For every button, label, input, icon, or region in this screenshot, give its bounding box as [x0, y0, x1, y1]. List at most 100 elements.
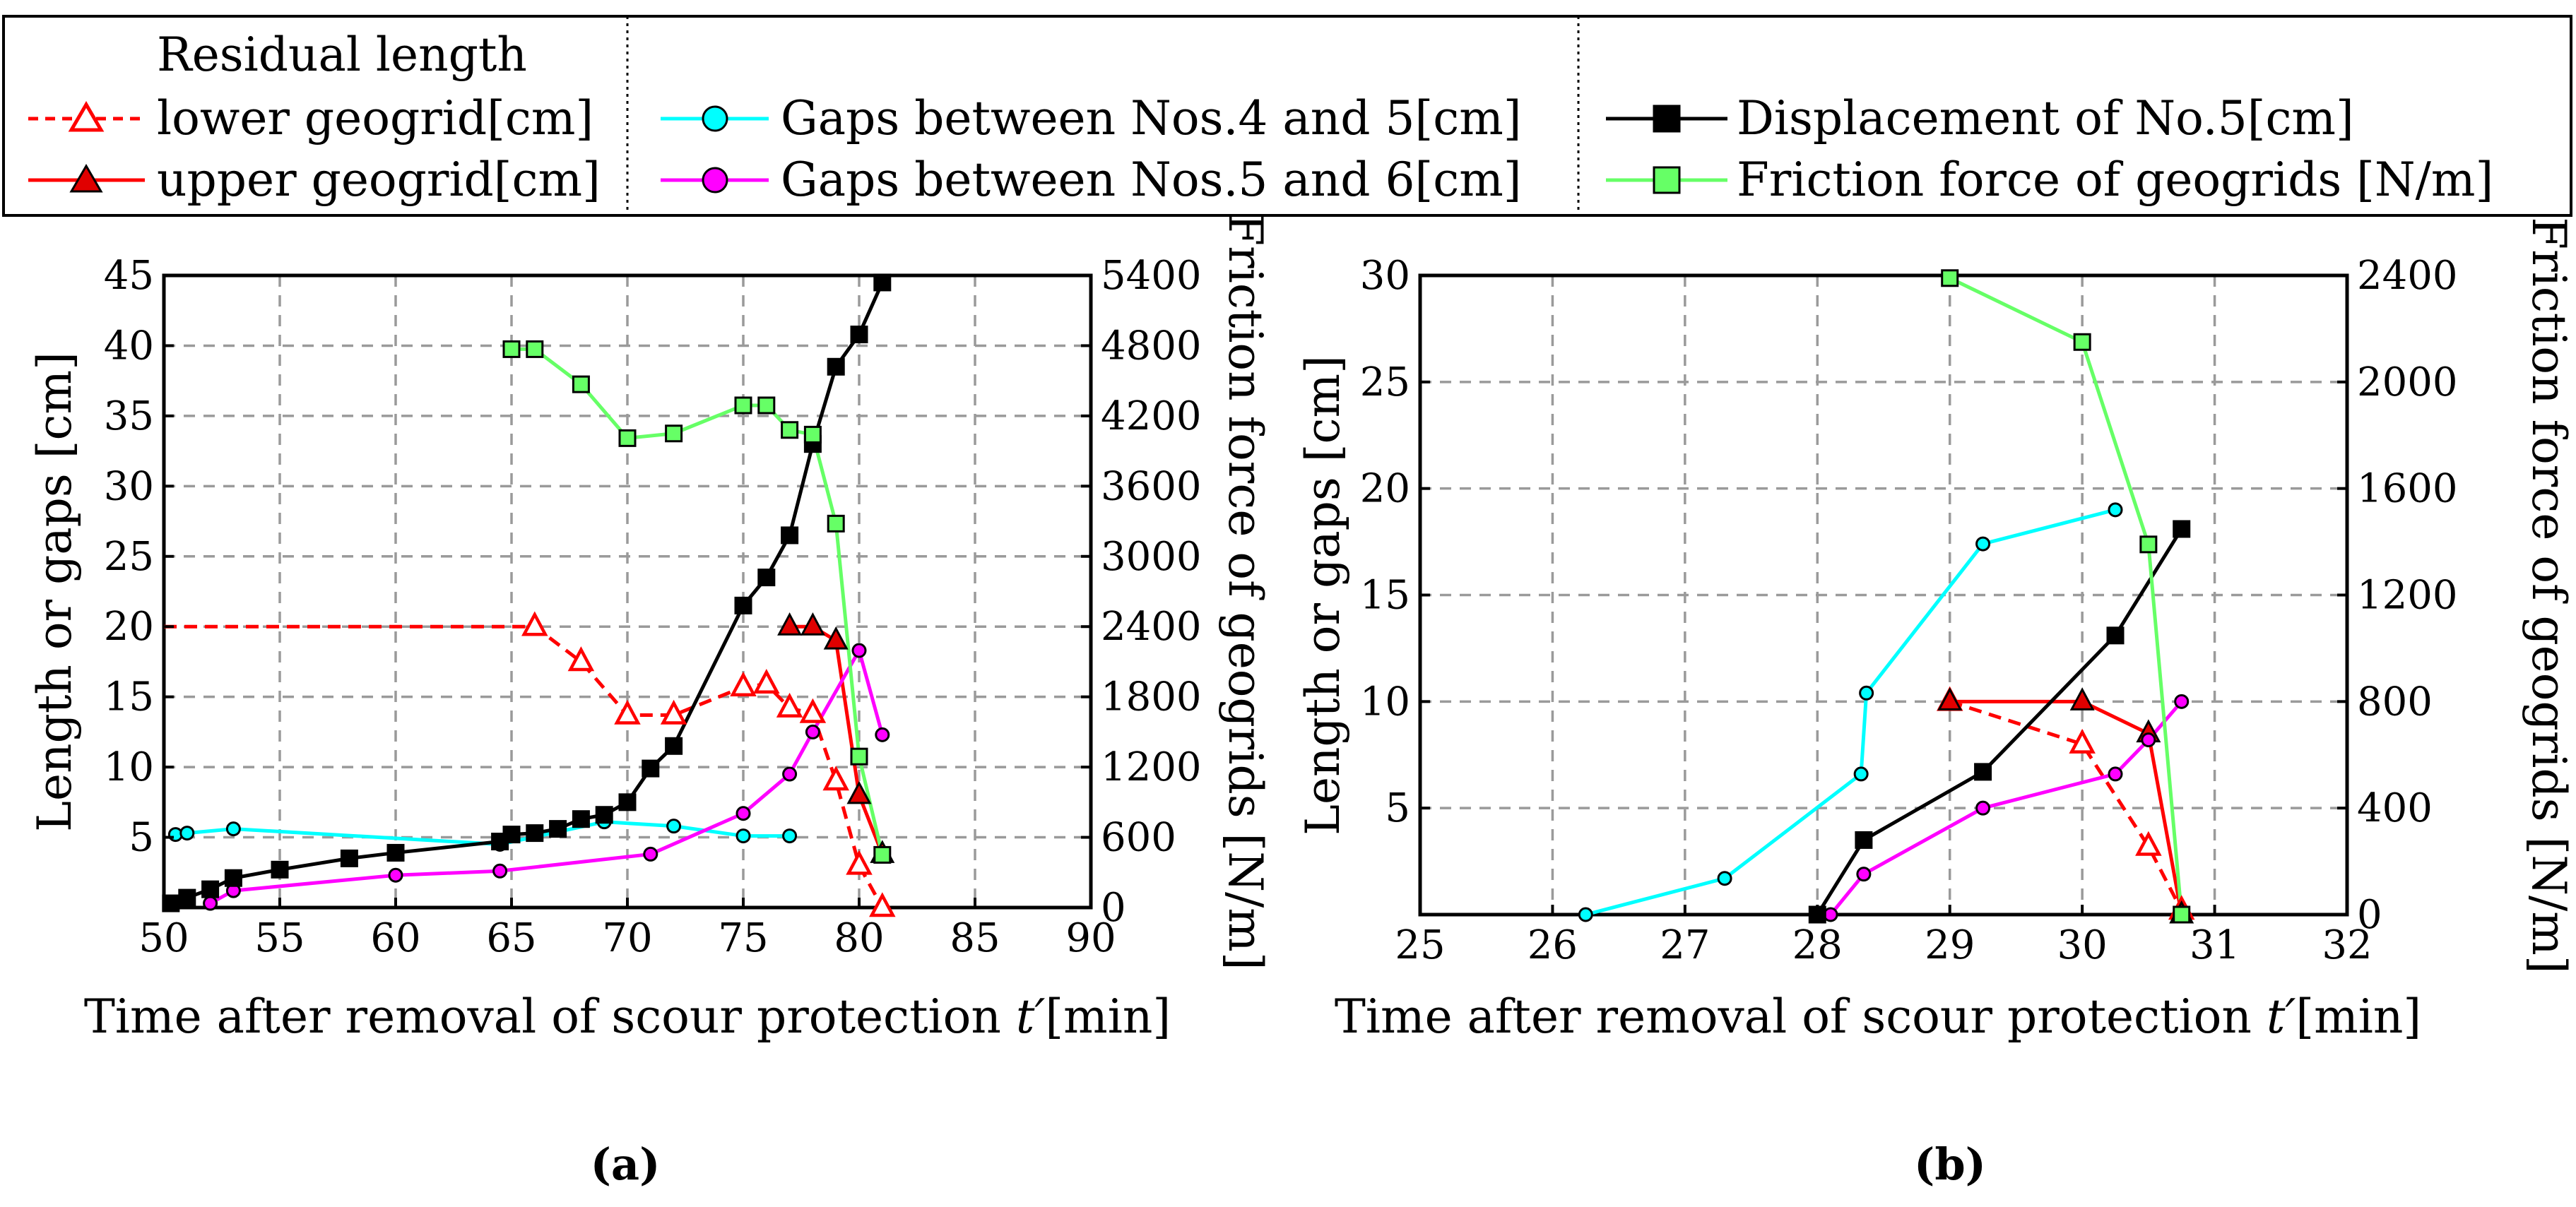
data-point-gap56 — [875, 727, 890, 742]
y2-tick-label: 4200 — [1101, 393, 1202, 439]
ticks-a: 50 55 60 65 70 75 80 85 90 5 10 15 20 25 30 35 40 45 0 600 1… — [104, 253, 1202, 961]
data-point-disp — [201, 880, 220, 898]
x-tick-label: 25 — [1395, 922, 1445, 968]
y-tick-label: 15 — [1360, 573, 1410, 619]
x-tick-label: 28 — [1792, 922, 1843, 968]
legend-swatch-lower-marker — [68, 101, 105, 132]
data-point-gap45 — [1859, 685, 1874, 701]
x-tick-label: 65 — [486, 915, 536, 961]
x-tick-label: 90 — [1065, 915, 1116, 961]
ticks-b: 25 26 27 28 29 30 31 32 5 10 15 20 25 30 0 400 800 1200 16… — [1360, 253, 2458, 968]
data-point-gap56 — [643, 846, 658, 862]
y-tick-label: 5 — [1385, 785, 1410, 831]
x-tick-label: 80 — [834, 915, 884, 961]
series-line-gap45 — [1585, 508, 2116, 917]
y-tick-label: 15 — [104, 674, 154, 720]
legend-label-gap45: Gaps between Nos.4 and 5[cm] — [781, 91, 1522, 145]
data-point-disp — [386, 843, 405, 862]
data-point-disp — [734, 596, 752, 614]
y2-tick-label: 1800 — [1101, 674, 1202, 720]
chart-panel-a: 50 55 60 65 70 75 80 85 90 5 10 15 20 25 30 35 40 45 0 600 1… — [28, 213, 1272, 1190]
data-point-disp — [502, 826, 521, 844]
y2-tick-label: 5400 — [1101, 253, 1202, 299]
x-tick-label: 27 — [1660, 922, 1710, 968]
y-tick-label: 10 — [1360, 679, 1410, 725]
legend-label-lower: lower geogrid[cm] — [157, 91, 593, 145]
y2-axis-label-a: Friction force of geogrids [N/m] — [1218, 213, 1272, 970]
series-line-fric — [1949, 276, 2184, 915]
data-point-gap45 — [225, 821, 241, 837]
legend-title: Residual length — [157, 28, 527, 82]
data-point-gap45 — [1578, 907, 1593, 922]
data-point-disp — [178, 888, 196, 907]
data-point-gap56 — [2108, 766, 2123, 782]
y-axis-label-b: Length or gaps [cm] — [1296, 355, 1350, 836]
data-point-fric — [665, 424, 683, 443]
data-point-gap56 — [203, 896, 218, 911]
data-point-disp — [665, 737, 683, 755]
y2-tick-label: 1200 — [1101, 744, 1202, 790]
data-point-fric — [803, 425, 822, 444]
x-tick-label: 75 — [718, 915, 768, 961]
legend-label-upper: upper geogrid[cm] — [157, 153, 601, 207]
data-point-disp — [781, 526, 799, 545]
data-point-disp — [271, 860, 289, 879]
y2-tick-label: 3000 — [1101, 534, 1202, 580]
data-point-fric — [781, 421, 799, 439]
data-point-gap45 — [735, 828, 751, 844]
x-tick-label: 30 — [2057, 922, 2108, 968]
y2-tick-label: 1200 — [2357, 573, 2458, 619]
legend-label-fric: Friction force of geogrids [N/m] — [1737, 153, 2493, 207]
series-line-fric — [512, 347, 885, 855]
x-tick-label: 50 — [138, 915, 189, 961]
series-line-upper — [1949, 699, 2184, 915]
y-tick-label: 40 — [104, 323, 154, 369]
legend-swatch-disp-marker — [1653, 105, 1681, 133]
data-point-disp — [526, 824, 544, 843]
data-point-gap56 — [388, 867, 403, 883]
data-point-gap56 — [782, 766, 798, 782]
y-tick-label: 25 — [104, 534, 154, 580]
data-point-disp — [1855, 831, 1873, 849]
data-point-fric — [1941, 269, 1959, 287]
data-point-disp — [340, 849, 358, 867]
legend-frame — [2, 15, 2572, 217]
data-point-disp — [1974, 763, 1992, 781]
data-point-gap45 — [1717, 871, 1732, 886]
data-point-lower — [2069, 728, 2096, 754]
data-point-gap45 — [1853, 766, 1869, 782]
data-point-lower — [822, 766, 849, 791]
legend-label-gap56: Gaps between Nos.5 and 6[cm] — [781, 153, 1522, 207]
data-point-gap56 — [492, 863, 508, 879]
data-point-lower — [614, 699, 641, 725]
data-point-upper — [1937, 687, 1963, 710]
grid-a — [164, 275, 1091, 908]
x-axis-label-b: Time after removal of scour protection t… — [1335, 989, 2421, 1044]
series-line-lower — [1949, 699, 2183, 912]
series-line-lower — [164, 624, 884, 909]
y2-tick-label: 2000 — [2357, 359, 2458, 405]
y-tick-label: 45 — [104, 253, 154, 299]
data-point-gap56 — [2141, 732, 2156, 748]
y2-tick-label: 2400 — [1101, 604, 1202, 650]
y2-tick-label: 600 — [1101, 815, 1176, 861]
data-point-upper — [777, 612, 803, 636]
data-point-disp — [572, 810, 590, 828]
y2-tick-label: 400 — [2357, 785, 2433, 831]
x-tick-label: 60 — [370, 915, 420, 961]
series-a — [162, 273, 896, 917]
data-point-fric — [526, 340, 544, 358]
series-line-upper — [789, 624, 885, 855]
x-tick-label: 55 — [254, 915, 305, 961]
data-point-gap45 — [666, 819, 682, 834]
data-point-lower — [776, 692, 803, 718]
data-point-gap45 — [2108, 502, 2123, 518]
data-point-lower — [521, 611, 548, 636]
y2-axis-label-b: Friction force of geogrids [N/m] — [2522, 217, 2576, 973]
data-point-lower — [799, 698, 827, 723]
y2-tick-label: 800 — [2357, 679, 2433, 725]
y-tick-label: 5 — [129, 815, 154, 861]
panel-label-a: (a) — [591, 1138, 661, 1190]
data-point-upper — [2069, 687, 2095, 710]
